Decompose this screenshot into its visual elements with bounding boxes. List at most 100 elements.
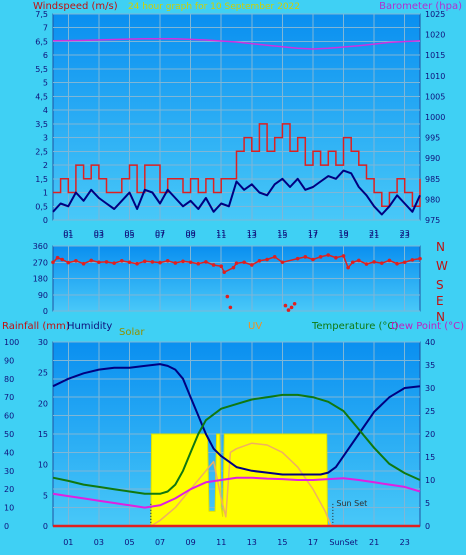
wind-y-tick: 7,5 [35, 10, 48, 19]
dewpoint-line [52, 476, 421, 509]
humidity-y-tick: 0 [4, 522, 9, 531]
temperature-y-tick: 30 [425, 384, 435, 393]
x-tick-label: 17 [308, 229, 318, 238]
x-tick-label: 09 [186, 538, 196, 547]
x-tick-label: 13 [247, 229, 257, 238]
rainfall-axis-label: Rainfall (mm) [2, 321, 70, 332]
wind-y-tick: 2 [43, 161, 48, 170]
humidity-y-tick: 60 [4, 412, 14, 421]
x-tick-label: 17 [308, 538, 318, 547]
humidity-axis-label: Humidity [67, 321, 112, 332]
x-tick-label: 19 [338, 231, 348, 240]
barometer-y-tick: 980 [425, 195, 440, 204]
rain-y-tick: 5 [43, 491, 48, 500]
barometer-line [52, 37, 421, 50]
x-tick-label: 09 [186, 231, 196, 240]
wind-direction-point [286, 308, 291, 312]
x-tick-label: 21 [369, 538, 379, 547]
uv-label: UV [248, 321, 262, 332]
x-tick-label: 23 [400, 231, 410, 240]
solar-label: Solar [119, 327, 145, 338]
x-tick-label: 03 [94, 231, 104, 240]
barometer-axis-label: Barometer (hpa) [379, 1, 462, 12]
rain-y-tick: 0 [43, 522, 48, 531]
graph-title: 24 hour graph for 10 September 2022 [128, 2, 300, 12]
x-tick-label: 13 [247, 231, 257, 240]
wind-y-tick: 1,5 [35, 175, 48, 184]
wind-y-tick: 0 [43, 216, 48, 225]
temperature-y-tick: 5 [425, 499, 430, 508]
wind-direction-point [283, 303, 288, 308]
wind-direction-point [292, 301, 297, 306]
barometer-y-tick: 1015 [425, 51, 445, 60]
rain-y-tick: 20 [38, 399, 48, 408]
wind-y-tick: 3,5 [35, 120, 48, 129]
temperature-y-tick: 0 [425, 522, 430, 531]
compass-n-top: N [436, 240, 445, 254]
wind-y-tick: 7 [43, 24, 48, 33]
rain-y-tick: 15 [38, 430, 48, 439]
x-tick-label: 01 [63, 538, 73, 547]
barometer-y-tick: 1020 [425, 31, 445, 40]
wind-y-tick: 6,5 [35, 37, 48, 46]
x-tick-label: 07 [155, 231, 165, 240]
temperature-y-tick: 20 [425, 430, 435, 439]
wind-direction-panel: 0 90 180 270 360 01 03 05 07 09 11 13 15 17 19 21 23 [33, 229, 422, 316]
temperature-humidity-panel: 0102030405060708090100051015202530051015… [4, 338, 435, 547]
x-tick-label: 15 [277, 538, 287, 547]
humidity-y-tick: 100 [4, 338, 19, 347]
barometer-y-tick: 985 [425, 175, 440, 184]
rain-y-tick: 30 [38, 338, 48, 347]
direction-y-tick: 0 [43, 307, 48, 316]
x-tick-label: 13 [247, 538, 257, 547]
temperature-axis-label: Temperature (°C) [311, 321, 398, 332]
humidity-y-tick: 50 [4, 430, 14, 439]
x-tick-label: 03 [94, 538, 104, 547]
temperature-y-tick: 25 [425, 407, 435, 416]
dewpoint-axis-label: Dew Point (°C) [391, 321, 464, 332]
compass-n-bottom: N [436, 310, 445, 324]
humidity-y-tick: 90 [4, 356, 14, 365]
x-tick-label: 11 [216, 229, 226, 238]
humidity-y-tick: 70 [4, 393, 14, 402]
x-tick-label: 05 [124, 229, 134, 238]
wind-axis-label: Windspeed (m/s) [33, 1, 118, 12]
x-tick-label: 21 [369, 231, 379, 240]
wind-direction-point [228, 305, 233, 310]
wind-direction-point [289, 305, 294, 310]
x-tick-label: 03 [94, 229, 104, 238]
temperature-y-tick: 10 [425, 476, 435, 485]
rain-y-tick: 10 [38, 461, 48, 470]
wind-y-tick: 0,5 [35, 202, 48, 211]
wind-gust-line [53, 123, 421, 208]
x-tick-label: SunSet [329, 538, 357, 547]
temperature-y-tick: 35 [425, 361, 435, 370]
direction-y-tick: 360 [33, 242, 48, 251]
wind-y-tick: 1 [43, 189, 48, 198]
x-tick-label: 07 [155, 229, 165, 238]
x-tick-label: 15 [277, 231, 287, 240]
wind-y-tick: 2,5 [35, 147, 48, 156]
x-tick-label: 01 [63, 231, 73, 240]
x-tick-label: 11 [216, 538, 226, 547]
wind-y-tick: 4 [43, 106, 48, 115]
wind-y-tick: 5,5 [35, 65, 48, 74]
direction-y-tick: 180 [33, 275, 48, 284]
x-tick-label: 15 [277, 229, 287, 238]
compass-e: E [436, 294, 444, 308]
barometer-y-tick: 1025 [425, 10, 445, 19]
barometer-y-tick: 1005 [425, 92, 445, 101]
humidity-y-tick: 40 [4, 448, 14, 457]
compass-s: S [436, 278, 444, 292]
barometer-y-tick: 1010 [425, 72, 445, 81]
x-tick-label: 07 [155, 538, 165, 547]
windspeed-line [52, 169, 421, 216]
barometer-y-tick: 995 [425, 134, 440, 143]
humidity-y-tick: 30 [4, 467, 14, 476]
wind-y-tick: 6 [43, 51, 48, 60]
humidity-line [52, 363, 421, 476]
x-tick-label: 05 [124, 231, 134, 240]
humidity-y-tick: 20 [4, 485, 14, 494]
x-tick-label: 05 [124, 538, 134, 547]
